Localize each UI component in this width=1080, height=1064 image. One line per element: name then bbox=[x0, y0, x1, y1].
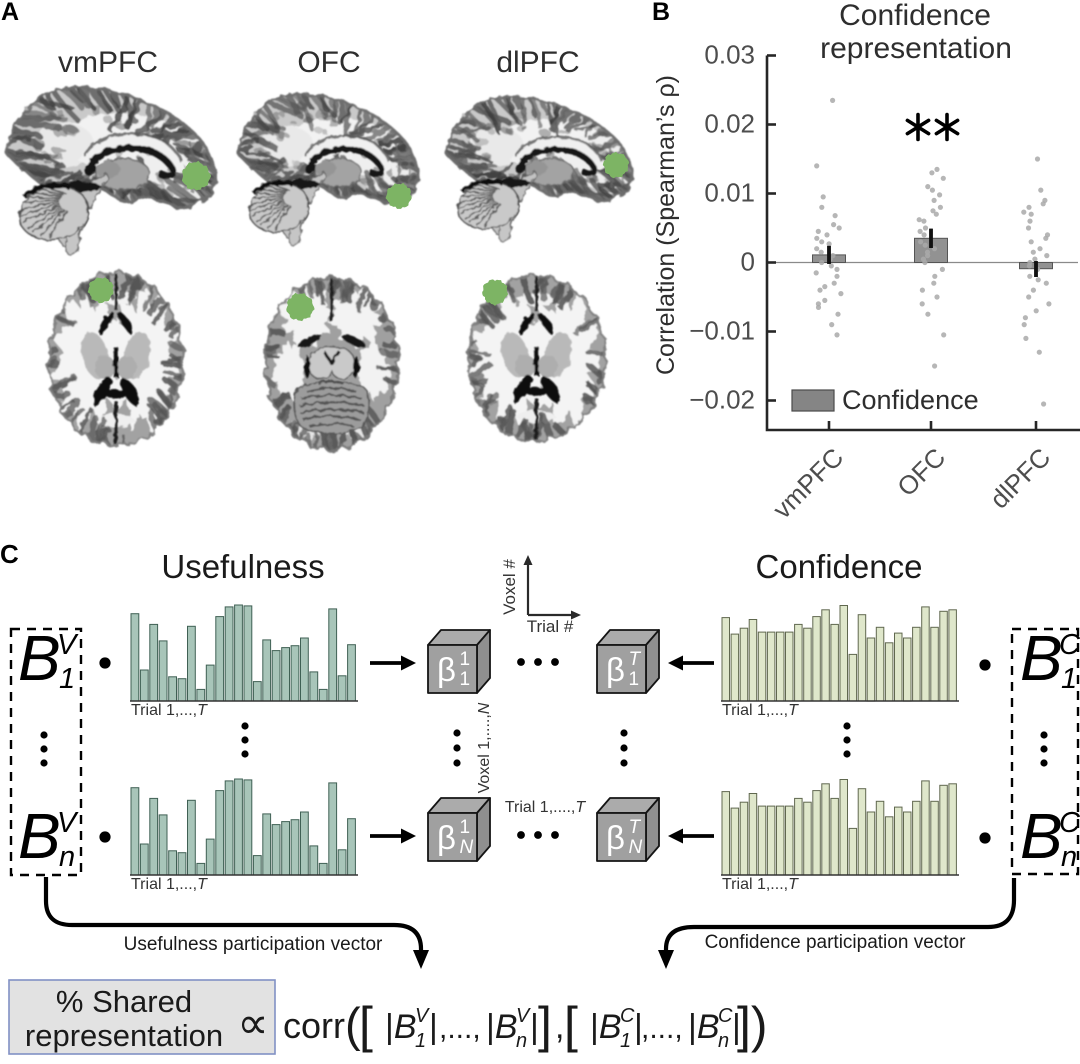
svg-text:,...,: ,..., bbox=[641, 1012, 683, 1045]
svg-text:β: β bbox=[437, 651, 456, 688]
svg-text:1: 1 bbox=[460, 817, 471, 838]
svg-text:Trial 1,...,T: Trial 1,...,T bbox=[722, 702, 799, 719]
svg-text:vmPFC: vmPFC bbox=[58, 46, 158, 79]
svg-text:Confidence: Confidence bbox=[839, 0, 991, 32]
svg-text:C: C bbox=[620, 1005, 635, 1027]
svg-text:[: [ bbox=[359, 997, 373, 1053]
svg-text:Correlation (Spearman’s ρ): Correlation (Spearman’s ρ) bbox=[652, 75, 680, 375]
svg-text:1: 1 bbox=[460, 669, 471, 690]
svg-text:0: 0 bbox=[741, 247, 755, 277]
svg-text:1: 1 bbox=[629, 669, 640, 690]
svg-text:n: n bbox=[59, 841, 75, 873]
svg-text:1: 1 bbox=[1061, 663, 1077, 695]
svg-text:∝: ∝ bbox=[237, 999, 268, 1048]
svg-text:V: V bbox=[57, 807, 79, 839]
svg-text:B: B bbox=[652, 0, 670, 26]
svg-text:|B: |B bbox=[385, 1008, 417, 1046]
svg-text:1: 1 bbox=[460, 649, 471, 670]
svg-text:Trial 1,....,T: Trial 1,....,T bbox=[505, 799, 587, 816]
svg-text:N: N bbox=[629, 837, 643, 858]
svg-text:% Shared: % Shared bbox=[56, 984, 192, 1019]
svg-text:C: C bbox=[718, 1005, 733, 1027]
svg-text:]: ] bbox=[538, 997, 552, 1053]
svg-text:Trial #: Trial # bbox=[527, 617, 574, 636]
svg-text:|B: |B bbox=[590, 1008, 622, 1046]
svg-text:T: T bbox=[629, 649, 642, 670]
svg-text:Usefulness participation vecto: Usefulness participation vector bbox=[124, 934, 383, 955]
svg-text:A: A bbox=[1, 0, 19, 26]
svg-text:0.01: 0.01 bbox=[704, 178, 755, 208]
svg-text:Trial 1,...,T: Trial 1,...,T bbox=[131, 876, 208, 893]
svg-text:|: | bbox=[429, 1008, 438, 1046]
svg-text:|B: |B bbox=[486, 1008, 518, 1046]
svg-text:Confidence: Confidence bbox=[842, 385, 979, 415]
svg-text:C: C bbox=[1059, 807, 1080, 839]
svg-text:−0.02: −0.02 bbox=[689, 385, 755, 415]
svg-text:Voxel #: Voxel # bbox=[500, 559, 519, 615]
svg-text:B: B bbox=[1020, 800, 1063, 872]
svg-text:T: T bbox=[629, 817, 642, 838]
svg-text:−0.01: −0.01 bbox=[689, 316, 755, 346]
svg-text:Usefulness: Usefulness bbox=[161, 548, 324, 585]
svg-text:n: n bbox=[1061, 841, 1077, 873]
svg-text:1: 1 bbox=[59, 663, 75, 695]
svg-text:B: B bbox=[1020, 622, 1063, 694]
svg-text:β: β bbox=[606, 651, 625, 688]
svg-text:0.03: 0.03 bbox=[704, 40, 755, 70]
svg-text:n: n bbox=[718, 1030, 729, 1052]
svg-text:representation: representation bbox=[820, 32, 1012, 65]
svg-text:B: B bbox=[18, 622, 61, 694]
svg-text:dlPFC: dlPFC bbox=[496, 46, 579, 79]
svg-text:n: n bbox=[516, 1030, 527, 1052]
svg-text:,...,: ,..., bbox=[439, 1012, 481, 1045]
svg-text:Confidence: Confidence bbox=[756, 548, 923, 585]
svg-text:C: C bbox=[1059, 629, 1080, 661]
svg-text:C: C bbox=[0, 539, 19, 569]
svg-text:[: [ bbox=[564, 997, 578, 1053]
svg-text:|B: |B bbox=[688, 1008, 720, 1046]
svg-text:β: β bbox=[437, 819, 456, 856]
svg-text:V: V bbox=[415, 1005, 430, 1027]
svg-text:0.02: 0.02 bbox=[704, 109, 755, 139]
svg-text:]): ]) bbox=[737, 997, 768, 1053]
svg-text:V: V bbox=[516, 1005, 531, 1027]
svg-text:B: B bbox=[18, 800, 61, 872]
svg-text:Voxel 1,....,N: Voxel 1,....,N bbox=[476, 702, 493, 793]
svg-text:1: 1 bbox=[415, 1030, 426, 1052]
svg-text:β: β bbox=[606, 819, 625, 856]
svg-text:1: 1 bbox=[620, 1030, 631, 1052]
svg-text:V: V bbox=[57, 629, 79, 661]
svg-text:corr: corr bbox=[283, 1005, 345, 1046]
svg-text:Trial 1,...,T: Trial 1,...,T bbox=[131, 702, 208, 719]
svg-text:Trial 1,...,T: Trial 1,...,T bbox=[722, 876, 799, 893]
svg-text:OFC: OFC bbox=[297, 46, 360, 79]
svg-text:N: N bbox=[460, 837, 474, 858]
svg-text:representation: representation bbox=[25, 1018, 223, 1053]
svg-text:Confidence participation vecto: Confidence participation vector bbox=[705, 932, 967, 953]
